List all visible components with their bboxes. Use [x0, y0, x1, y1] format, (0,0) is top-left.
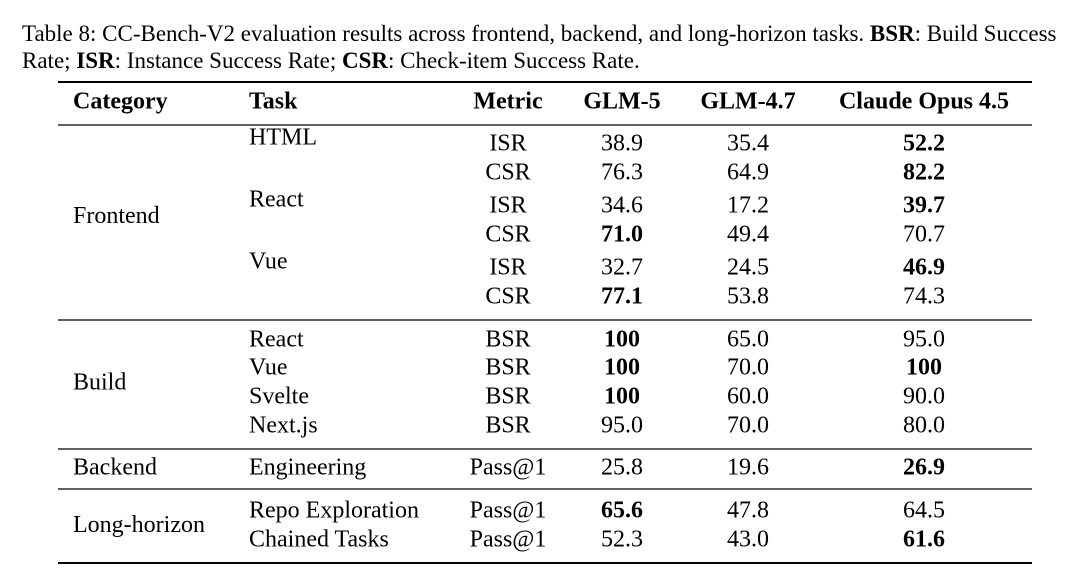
value-cell: 95.0 — [601, 413, 643, 439]
caption-label: Table 8: — [22, 21, 97, 46]
value-cell: 61.6 — [903, 527, 945, 553]
metric: CSR — [485, 160, 530, 186]
value-cell: 46.9 — [903, 255, 945, 281]
value-cell: 19.6 — [727, 455, 769, 481]
task: Svelte — [249, 384, 309, 410]
caption: Table 8: CC-Bench-V2 evaluation results … — [22, 20, 1072, 74]
category: Backend — [73, 455, 157, 481]
task: Vue — [249, 355, 288, 381]
value-cell: 77.1 — [601, 284, 643, 310]
task: Next.js — [249, 413, 318, 439]
category: Frontend — [73, 203, 160, 229]
value-cell: 39.7 — [903, 193, 945, 219]
value-cell: 100 — [906, 355, 942, 381]
value-cell: 24.5 — [727, 255, 769, 281]
metric: Pass@1 — [470, 455, 547, 481]
task: Vue — [249, 249, 288, 275]
value-cell: 100 — [604, 384, 640, 410]
value-cell: 70.0 — [727, 413, 769, 439]
column-header: Task — [249, 89, 298, 115]
column-header: Metric — [473, 89, 543, 115]
value-cell: 43.0 — [727, 527, 769, 553]
task: HTML — [249, 125, 317, 151]
caption-definition: : Instance Success Rate; — [114, 48, 337, 73]
value-cell: 35.4 — [727, 131, 769, 157]
metric: CSR — [485, 222, 530, 248]
value-cell: 53.8 — [727, 284, 769, 310]
metric: ISR — [489, 131, 526, 157]
category: Long-horizon — [73, 512, 205, 538]
task: Repo Exploration — [249, 498, 419, 524]
metric: ISR — [489, 255, 526, 281]
caption-term: ISR — [76, 48, 115, 73]
task: React — [249, 187, 304, 213]
value-cell: 80.0 — [903, 413, 945, 439]
value-cell: 74.3 — [903, 284, 945, 310]
metric: BSR — [485, 384, 530, 410]
metric: ISR — [489, 193, 526, 219]
value-cell: 17.2 — [727, 193, 769, 219]
value-cell: 64.9 — [727, 160, 769, 186]
value-cell: 49.4 — [727, 222, 769, 248]
value-cell: 26.9 — [903, 455, 945, 481]
metric: CSR — [485, 284, 530, 310]
value-cell: 25.8 — [601, 455, 643, 481]
value-cell: 70.0 — [727, 355, 769, 381]
caption-term: BSR — [869, 21, 915, 46]
value-cell: 64.5 — [903, 498, 945, 524]
category: Build — [73, 370, 126, 396]
value-cell: 71.0 — [601, 222, 643, 248]
value-cell: 100 — [604, 327, 640, 353]
value-cell: 47.8 — [727, 498, 769, 524]
task: Chained Tasks — [249, 527, 389, 553]
metric: BSR — [485, 327, 530, 353]
caption-definition: : Check-item Success Rate. — [388, 48, 640, 73]
value-cell: 60.0 — [727, 384, 769, 410]
value-cell: 100 — [604, 355, 640, 381]
value-cell: 70.7 — [903, 222, 945, 248]
column-header: GLM-4.7 — [700, 89, 795, 115]
value-cell: 52.3 — [601, 527, 643, 553]
value-cell: 65.6 — [601, 498, 643, 524]
metric: Pass@1 — [470, 498, 547, 524]
value-cell: 38.9 — [601, 131, 643, 157]
value-cell: 32.7 — [601, 255, 643, 281]
caption-term: CSR — [342, 48, 389, 73]
task: React — [249, 327, 304, 353]
caption-definition: : Build Success Rate; — [22, 21, 1057, 73]
value-cell: 52.2 — [903, 131, 945, 157]
metric: BSR — [485, 355, 530, 381]
value-cell: 90.0 — [903, 384, 945, 410]
column-header: Claude Opus 4.5 — [839, 89, 1009, 115]
task: Engineering — [249, 455, 366, 481]
value-cell: 76.3 — [601, 160, 643, 186]
column-header: Category — [73, 89, 168, 115]
metric: BSR — [485, 413, 530, 439]
column-header: GLM-5 — [583, 89, 660, 115]
value-cell: 65.0 — [727, 327, 769, 353]
metric: Pass@1 — [470, 527, 547, 553]
value-cell: 82.2 — [903, 160, 945, 186]
value-cell: 95.0 — [903, 327, 945, 353]
caption-text: CC-Bench-V2 evaluation results across fr… — [102, 21, 865, 46]
value-cell: 34.6 — [601, 193, 643, 219]
